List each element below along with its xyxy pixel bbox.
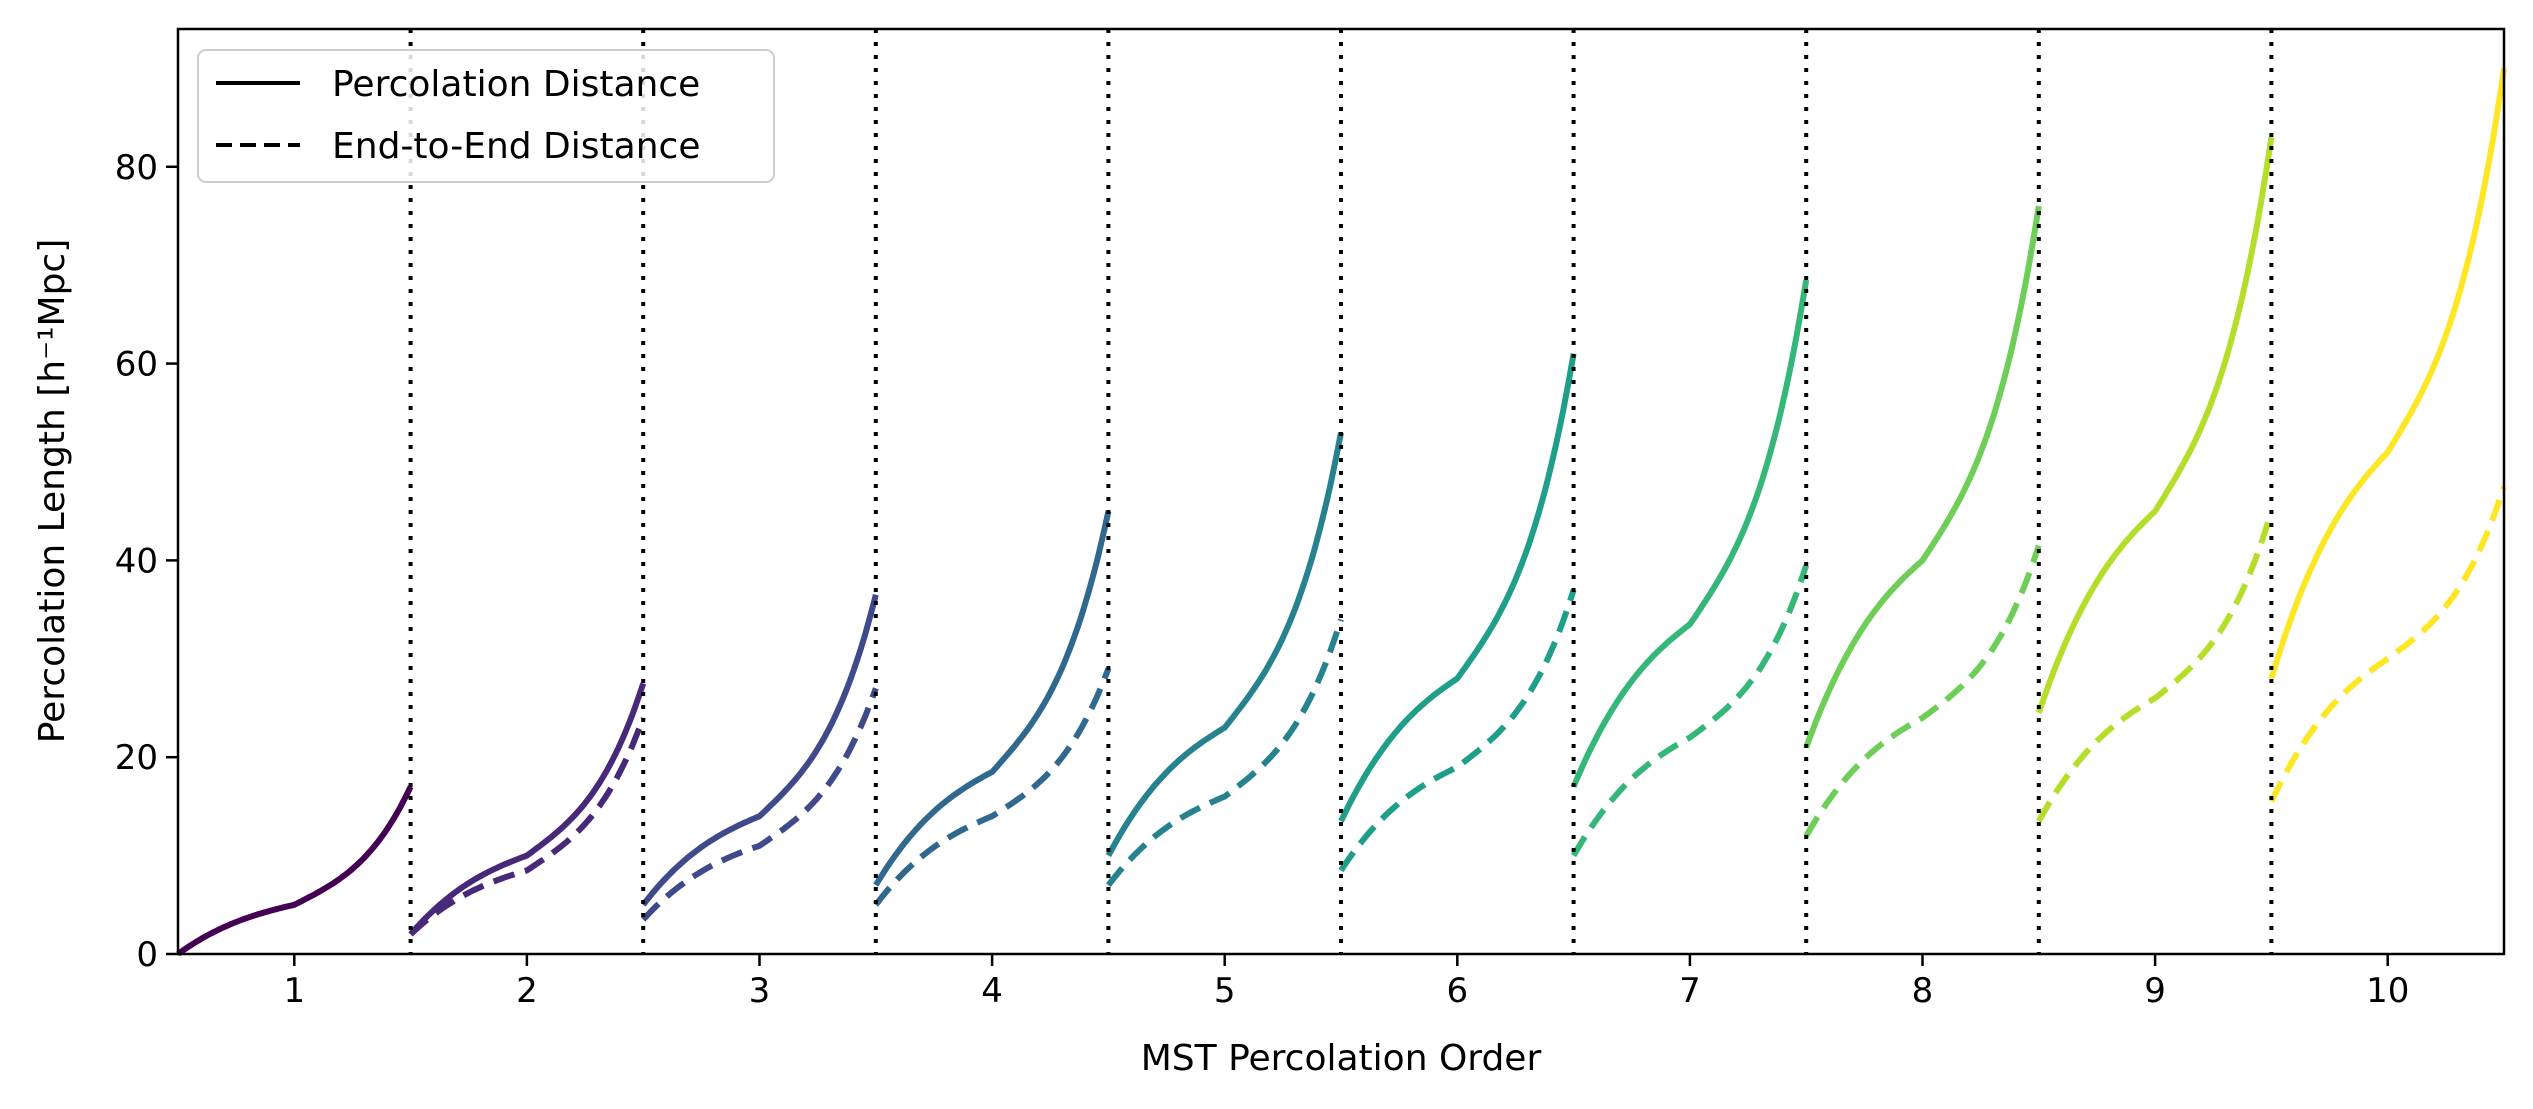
x-tick-label: 9	[2144, 971, 2166, 1011]
end-to-end-line-order-8	[1803, 544, 2042, 838]
legend-label-end-to-end: End-to-End Distance	[332, 126, 700, 167]
percolation-line-order-8	[1803, 205, 2042, 749]
plot-frame	[176, 27, 2506, 956]
y-tick-label: 0	[136, 935, 158, 975]
percolation-line-order-9	[2035, 136, 2275, 714]
legend-box	[197, 49, 775, 183]
x-tick-label: 7	[1679, 971, 1701, 1011]
x-axis-label: MST Percolation Order	[1141, 1038, 1542, 1079]
x-tick-label: 3	[749, 971, 771, 1011]
percolation-line-order-6	[1338, 353, 1577, 823]
x-tick-label: 6	[1446, 971, 1468, 1011]
plot-lines	[176, 67, 2507, 957]
x-tick-label: 2	[516, 971, 538, 1011]
y-tick-label: 20	[115, 738, 158, 778]
percolation-line-order-1	[176, 785, 414, 957]
end-to-end-line-order-5	[1106, 618, 1344, 887]
legend: Percolation Distance End-to-End Distance	[197, 49, 775, 183]
end-to-end-line-order-6	[1338, 588, 1577, 873]
end-to-end-line-order-2	[408, 716, 647, 937]
divider-lines	[408, 29, 2274, 954]
percolation-line-order-10	[2268, 67, 2507, 680]
x-tick-label: 1	[283, 971, 305, 1011]
percolation-line-order-5	[1105, 431, 1344, 858]
y-tick-label: 40	[115, 541, 158, 581]
y-tick-label: 60	[115, 345, 158, 385]
end-to-end-line-order-9	[2036, 510, 2275, 823]
y-axis-label: Percolation Length [h⁻¹Mpc]	[32, 239, 73, 744]
x-tick-label: 4	[981, 971, 1003, 1011]
end-to-end-line-order-7	[1571, 564, 1810, 858]
y-tick-label: 80	[115, 148, 158, 188]
percolation-line-order-3	[640, 594, 879, 907]
percolation-line-order-4	[873, 510, 1112, 887]
x-tick-label: 10	[2366, 971, 2409, 1011]
x-tick-label: 5	[1214, 971, 1236, 1011]
end-to-end-line-order-4	[873, 667, 1112, 907]
x-axis: 1 2 3 4 5 6 7 8 9 10	[283, 954, 2409, 1011]
end-to-end-line-order-10	[2268, 485, 2507, 803]
legend-label-percolation: Percolation Distance	[332, 64, 700, 105]
y-axis: 0 20 40 60 80	[115, 148, 178, 975]
percolation-line-order-7	[1570, 279, 1810, 788]
x-tick-label: 8	[1912, 971, 1934, 1011]
end-to-end-line-order-3	[641, 687, 879, 922]
percolation-line-order-2	[408, 682, 647, 937]
